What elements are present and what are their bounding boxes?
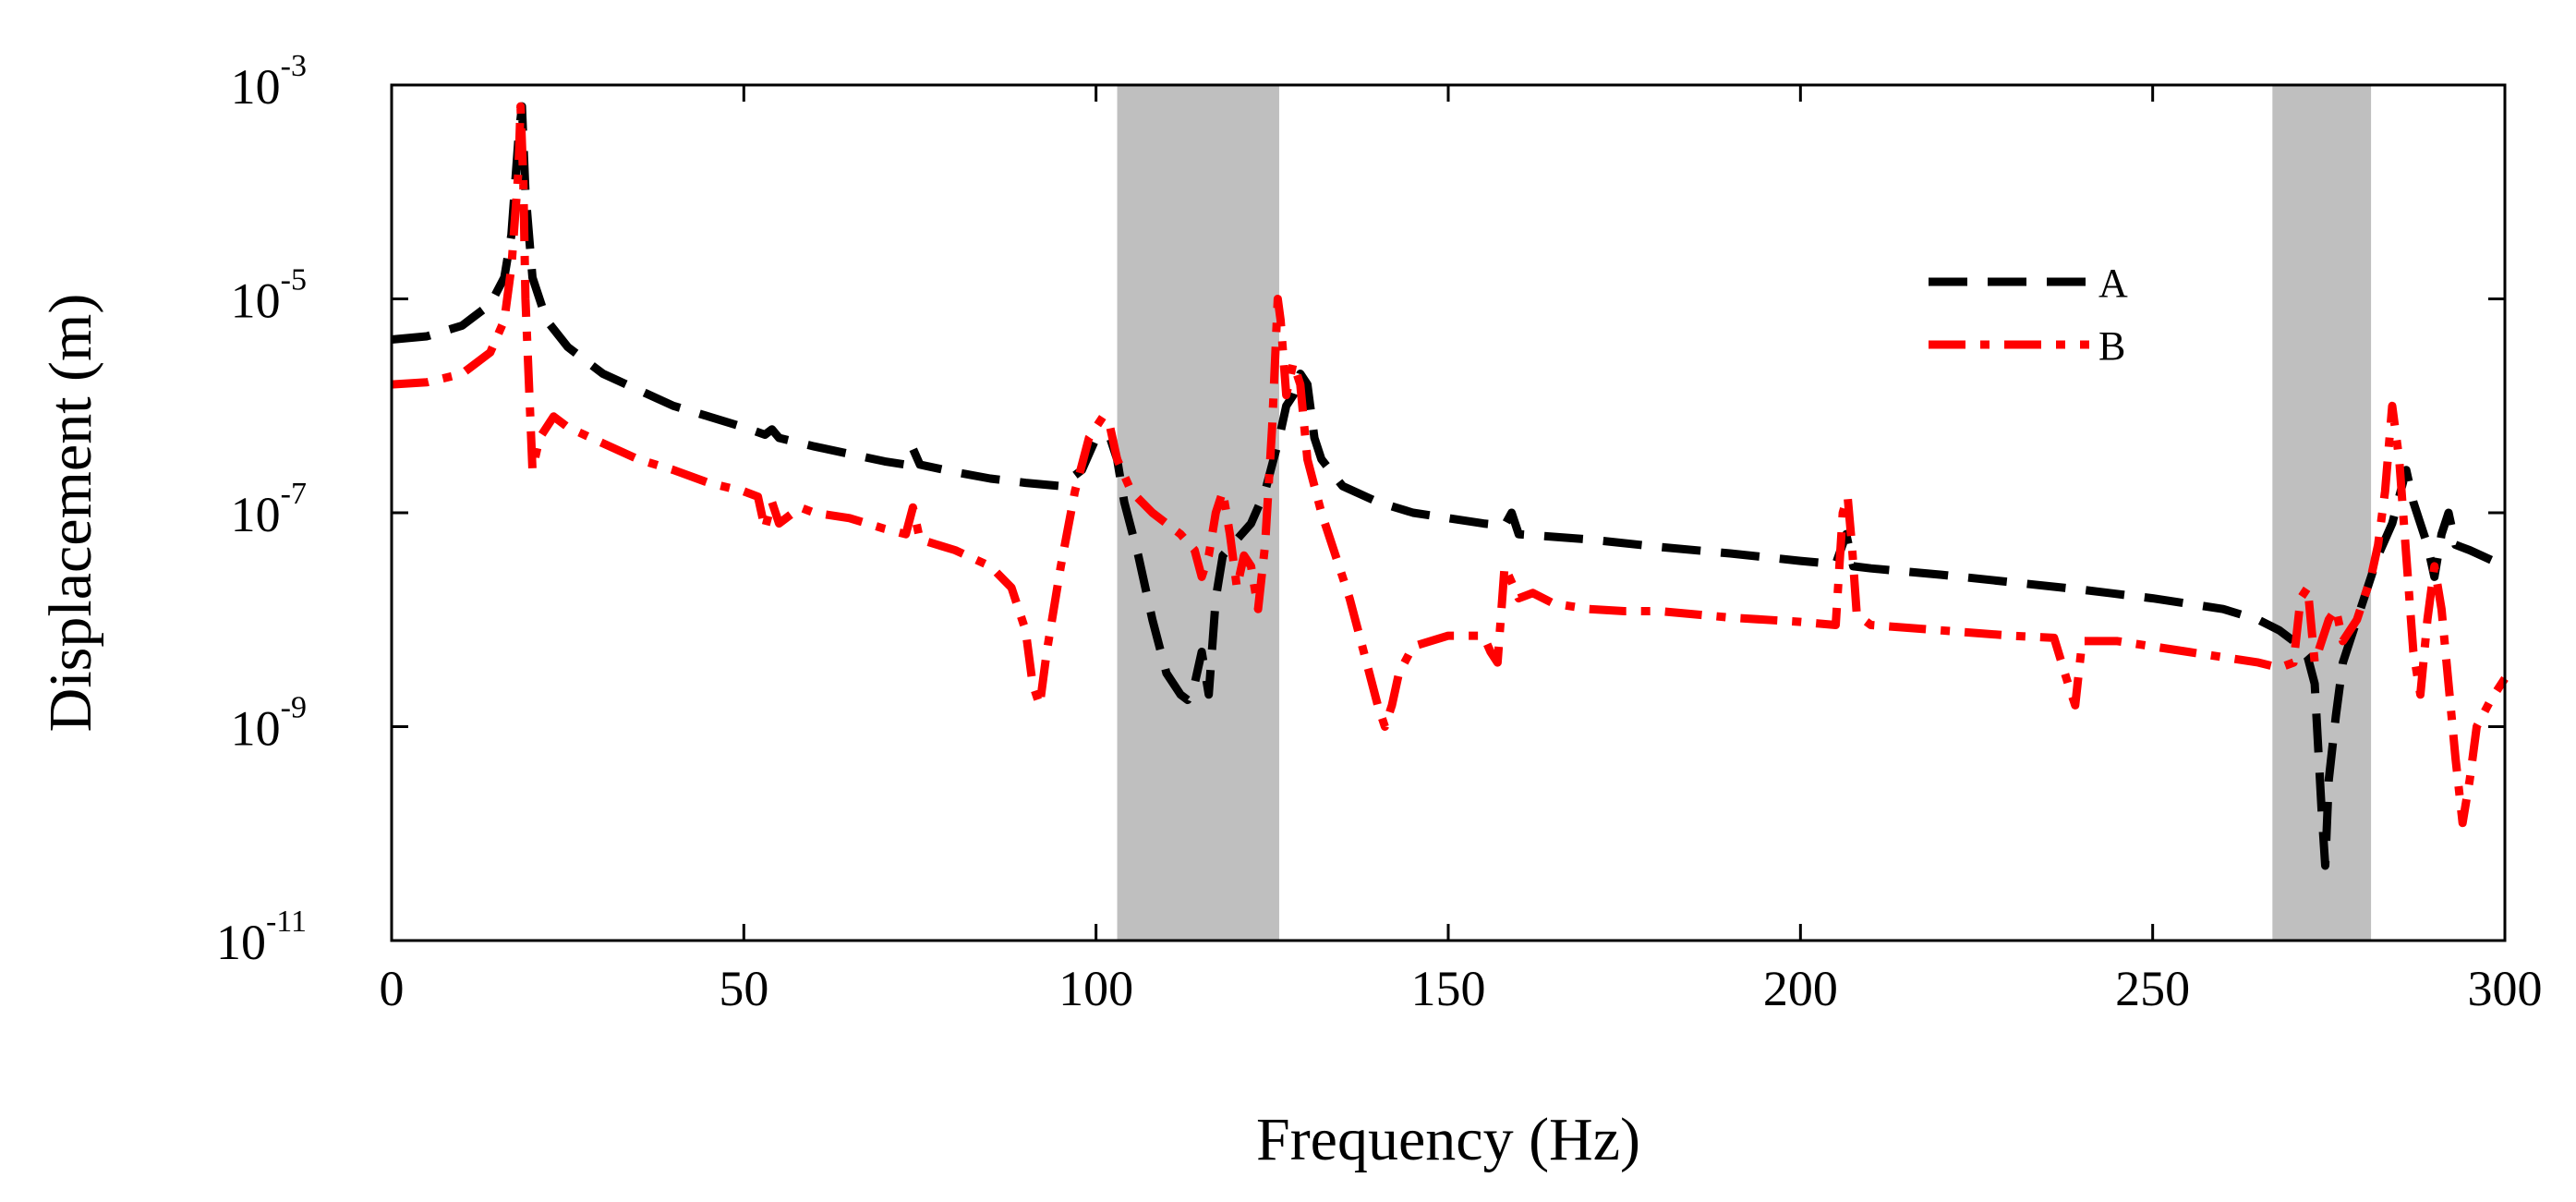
legend: AB [1929, 261, 2128, 369]
y-axis-label: Displacement (m) [37, 294, 104, 733]
y-tick-exponent: -11 [266, 905, 307, 939]
y-tick-label: 10-7 [231, 477, 307, 542]
y-tick-label: 10-9 [231, 691, 307, 757]
y-axis-ticks: 10-11 10-9 10-7 10-5 10-3 [216, 49, 2505, 970]
plot-frame [390, 83, 2507, 942]
shaded-band-2 [2272, 85, 2372, 941]
legend-label-B: B [2098, 323, 2125, 369]
y-tick-label: 10-11 [216, 905, 307, 970]
x-tick-label: 200 [1763, 961, 1838, 1016]
x-axis-ticks: 0 50 100 150 200 250 300 [380, 85, 2543, 1016]
legend-label-A: A [2098, 261, 2128, 306]
series-line-B [391, 102, 2509, 828]
x-tick-label: 0 [380, 961, 405, 1016]
y-tick-exponent: -9 [281, 691, 307, 725]
shaded-bands [1117, 85, 2372, 941]
y-tick-exponent: -7 [281, 477, 307, 511]
x-axis-label: Frequency (Hz) [1256, 1106, 1640, 1173]
y-tick-exponent: -3 [281, 49, 307, 83]
series-layer [391, 102, 2509, 870]
x-tick-label: 100 [1058, 961, 1133, 1016]
series-line-A [391, 102, 2507, 870]
y-tick-label: 10-5 [231, 263, 307, 329]
x-tick-label: 300 [2468, 961, 2543, 1016]
y-tick-label: 10-3 [231, 49, 307, 115]
y-tick-exponent: -5 [281, 263, 307, 297]
x-tick-label: 50 [719, 961, 768, 1016]
x-tick-label: 250 [2115, 961, 2190, 1016]
x-tick-label: 150 [1411, 961, 1486, 1016]
